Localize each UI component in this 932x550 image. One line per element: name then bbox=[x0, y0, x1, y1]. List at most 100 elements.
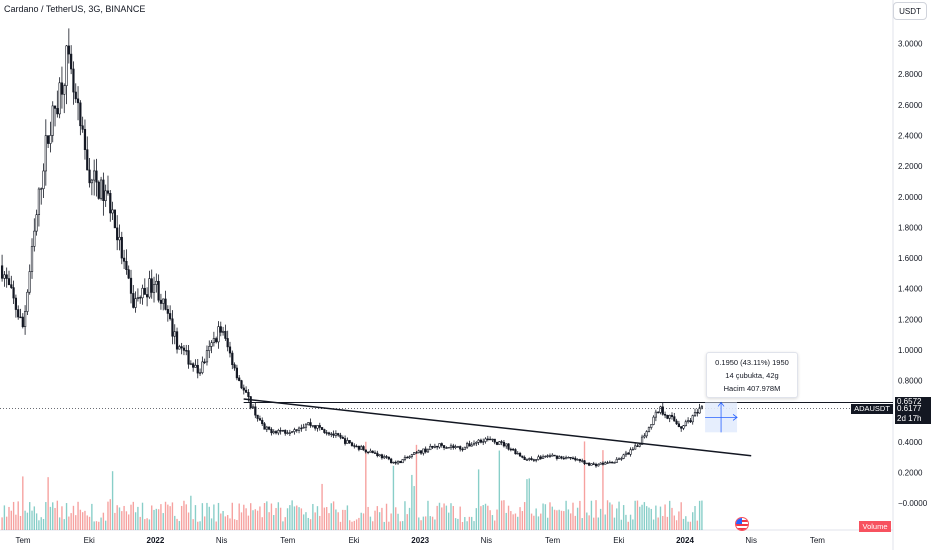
candle bbox=[661, 406, 664, 415]
volume-bar bbox=[328, 513, 330, 530]
trendline[interactable] bbox=[243, 398, 752, 457]
candle bbox=[21, 316, 24, 327]
currency-button[interactable]: USDT bbox=[893, 2, 927, 20]
candle bbox=[129, 277, 133, 294]
candle bbox=[507, 443, 510, 450]
volume-bar bbox=[560, 510, 563, 530]
candle bbox=[385, 456, 388, 458]
candle bbox=[362, 446, 365, 451]
volume-bar bbox=[588, 515, 590, 530]
candle bbox=[558, 456, 561, 459]
volume-bar bbox=[383, 521, 385, 530]
volume-bar bbox=[597, 517, 600, 530]
candle bbox=[219, 326, 222, 333]
volume-bar bbox=[424, 516, 427, 530]
volume-bar bbox=[342, 509, 344, 530]
volume-bar bbox=[291, 500, 293, 530]
volume-bar bbox=[385, 503, 388, 530]
us-flag-icon[interactable] bbox=[735, 517, 749, 531]
candle bbox=[90, 179, 93, 184]
candle bbox=[364, 449, 367, 453]
time-tick: Tem bbox=[15, 536, 30, 545]
volume-bar bbox=[332, 501, 335, 530]
drawings[interactable] bbox=[0, 398, 893, 457]
volume-bar bbox=[629, 514, 632, 530]
candle bbox=[244, 389, 248, 393]
candle bbox=[413, 452, 416, 455]
volume-bar bbox=[222, 511, 224, 530]
volume-bars bbox=[1, 441, 703, 530]
candle bbox=[539, 456, 542, 459]
candle bbox=[486, 438, 489, 441]
time-tick: Nis bbox=[745, 536, 757, 545]
candle bbox=[638, 444, 641, 447]
candle bbox=[56, 108, 59, 115]
volume-bar bbox=[694, 506, 696, 530]
candle bbox=[40, 188, 43, 190]
volume-bar bbox=[418, 517, 420, 530]
symbol-label: ADAUSDT bbox=[851, 404, 893, 414]
volume-bar bbox=[422, 516, 425, 530]
candle bbox=[378, 454, 381, 457]
measure-tooltip: 0.1950 (43.11%) 1950 14 çubukta, 42g Hac… bbox=[706, 352, 798, 398]
candle bbox=[346, 440, 349, 444]
candle bbox=[194, 364, 197, 368]
volume-bar bbox=[533, 515, 535, 530]
candle bbox=[574, 457, 577, 461]
volume-bar bbox=[599, 508, 602, 530]
price-tick: 1.0000 bbox=[898, 346, 923, 355]
volume-bar bbox=[620, 519, 623, 530]
volume-bar bbox=[164, 501, 167, 530]
candle bbox=[86, 149, 89, 171]
candle bbox=[670, 414, 674, 417]
candle bbox=[461, 448, 464, 451]
price-axis[interactable]: 3.0000 2.8000 2.6000 2.4000 2.2000 2.0000 1.80… bbox=[898, 40, 928, 509]
time-axis[interactable]: Tem Eki 2022 Nis Tem Eki 2023 Nis Tem Eki 2024 Nis T… bbox=[15, 536, 825, 545]
volume-bar bbox=[330, 503, 332, 530]
candle bbox=[332, 433, 335, 436]
line-price-label: 0.6572 bbox=[895, 397, 931, 407]
candle bbox=[611, 461, 614, 464]
candle bbox=[173, 331, 176, 337]
candle bbox=[295, 429, 298, 431]
volume-bar bbox=[420, 520, 422, 530]
candle bbox=[47, 135, 50, 144]
volume-bar bbox=[388, 521, 390, 530]
time-tick: Nis bbox=[216, 536, 228, 545]
candle bbox=[189, 363, 192, 365]
volume-bar bbox=[618, 501, 620, 530]
candle bbox=[629, 449, 632, 455]
volume-bar bbox=[459, 506, 461, 530]
candle bbox=[521, 455, 524, 458]
volume-bar bbox=[231, 502, 233, 530]
volume-bar bbox=[208, 506, 210, 530]
current-price-label: 0.6177 bbox=[895, 404, 931, 414]
volume-bar bbox=[590, 500, 593, 530]
candle bbox=[373, 452, 377, 454]
volume-bar bbox=[176, 518, 178, 530]
volume-bar bbox=[233, 519, 236, 530]
volume-bar bbox=[146, 518, 148, 530]
volume-bar bbox=[367, 506, 369, 530]
volume-bar bbox=[558, 509, 560, 530]
candle bbox=[196, 364, 199, 374]
candle bbox=[500, 441, 503, 443]
candle bbox=[111, 209, 114, 214]
candle bbox=[35, 214, 38, 232]
candle bbox=[284, 429, 287, 434]
candle bbox=[675, 420, 678, 425]
volume-bar bbox=[652, 519, 655, 530]
volume-bar bbox=[535, 508, 537, 530]
volume-bar bbox=[81, 512, 84, 530]
candle bbox=[265, 426, 268, 430]
candle bbox=[268, 426, 271, 430]
candle bbox=[102, 179, 105, 201]
volume-bar bbox=[29, 502, 31, 530]
candle bbox=[327, 432, 331, 435]
candle bbox=[426, 449, 430, 453]
volume-bar bbox=[75, 515, 77, 530]
candle bbox=[311, 425, 314, 427]
candle bbox=[509, 448, 512, 451]
candle bbox=[166, 309, 169, 314]
